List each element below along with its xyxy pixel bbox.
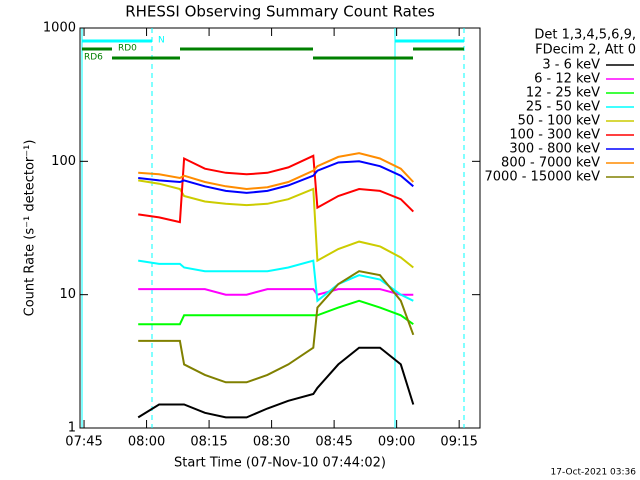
x-tick-label: 07:45 bbox=[65, 435, 102, 450]
state-bars bbox=[82, 39, 464, 60]
y-tick-label: 1 bbox=[68, 421, 76, 436]
legend-label: 25 - 50 keV bbox=[526, 100, 600, 115]
legend-label: 7000 - 15000 keV bbox=[485, 170, 601, 185]
legend-label: 300 - 800 keV bbox=[509, 142, 600, 157]
series-line bbox=[138, 179, 414, 269]
series-line bbox=[138, 270, 415, 384]
series-line bbox=[138, 299, 414, 326]
x-tick-label: 08:00 bbox=[128, 435, 165, 450]
legend-label: 800 - 7000 keV bbox=[501, 156, 600, 171]
plot-frame bbox=[79, 27, 481, 429]
x-axis-label: Start Time (07-Nov-10 07:44:02) bbox=[174, 456, 386, 471]
y-tick-label: 1000 bbox=[43, 21, 76, 36]
chart-title: RHESSI Observing Summary Count Rates bbox=[125, 3, 435, 21]
legend-label: 12 - 25 keV bbox=[526, 86, 600, 101]
series-line bbox=[138, 160, 414, 194]
legend-label: 6 - 12 keV bbox=[534, 72, 600, 87]
x-tick-label: 08:30 bbox=[253, 435, 290, 450]
legend-label: 3 - 6 keV bbox=[542, 58, 600, 73]
legend-label: 50 - 100 keV bbox=[518, 114, 601, 129]
legend-title: Det 1,3,4,5,6,9, bbox=[534, 28, 636, 43]
legend-label: 100 - 300 keV bbox=[509, 128, 600, 143]
footer: 17-Oct-2021 03:36 bbox=[551, 468, 637, 478]
series-line bbox=[138, 259, 414, 303]
x-tick-label: 09:15 bbox=[440, 435, 477, 450]
series-line bbox=[138, 288, 414, 296]
series-line bbox=[137, 346, 415, 419]
x-tick-label: 09:00 bbox=[378, 435, 415, 450]
y-tick-label: 100 bbox=[51, 154, 76, 169]
legend-title: FDecim 2, Att 0 bbox=[535, 43, 636, 58]
x-tick-label: 08:15 bbox=[190, 435, 227, 450]
annotation: RD6 bbox=[84, 53, 103, 63]
x-tick-label: 08:45 bbox=[315, 435, 352, 450]
series-line bbox=[138, 154, 415, 224]
y-axis-label: Count Rate (s⁻¹ detector⁻¹) bbox=[23, 140, 38, 317]
series-line bbox=[138, 152, 415, 191]
y-tick-label: 10 bbox=[59, 287, 76, 302]
annotation: RD0 bbox=[118, 44, 137, 54]
annotation: N bbox=[158, 36, 165, 46]
